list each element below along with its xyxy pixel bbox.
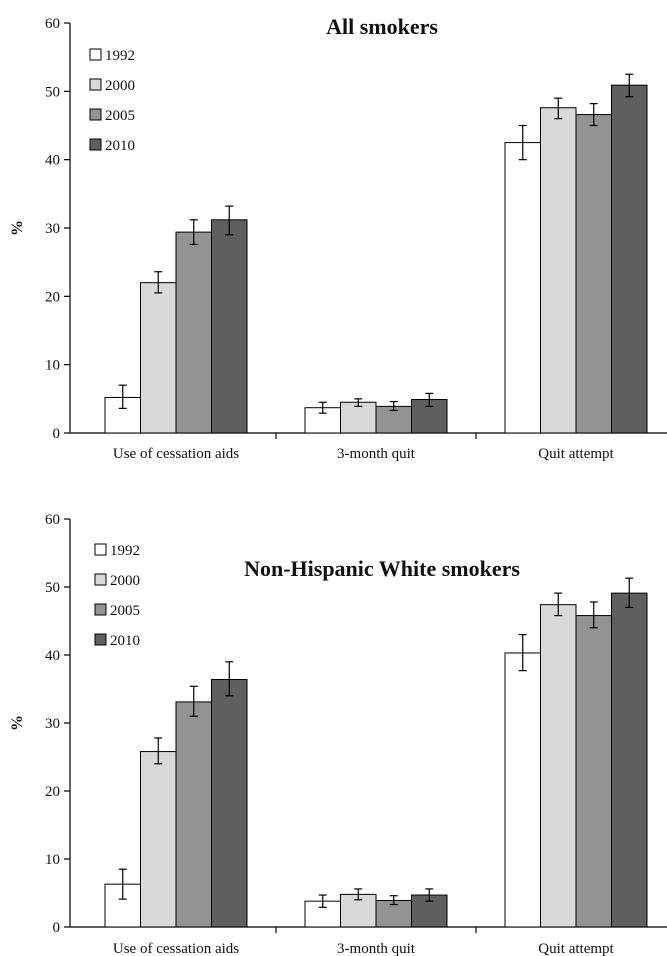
legend-label: 1992 xyxy=(110,543,140,559)
y-tick-label: 40 xyxy=(45,648,60,664)
legend-label: 2000 xyxy=(105,78,135,94)
chart-panel-1: All smokers% 0 10 20 30 40 50 60 Use of cessatio… xyxy=(9,14,667,462)
bar-2005-1 xyxy=(175,701,212,928)
legend-swatch xyxy=(94,603,107,616)
bar-2005-3 xyxy=(575,615,612,928)
y-tick-label: 20 xyxy=(45,784,60,800)
legend-swatch xyxy=(89,78,102,91)
x-category-label: Quit attempt xyxy=(538,941,614,956)
y-tick-label: 50 xyxy=(45,580,60,596)
y-axis-label: % xyxy=(9,220,26,236)
legend-label: 2000 xyxy=(110,573,140,589)
chart-title: All smokers xyxy=(326,14,438,39)
bar-2005-3 xyxy=(575,114,612,434)
y-tick-label: 0 xyxy=(53,920,61,936)
bar-2000-1 xyxy=(140,282,177,434)
bar-2010-3 xyxy=(611,592,648,928)
legend-label: 2005 xyxy=(110,603,140,619)
y-tick-label: 20 xyxy=(45,289,60,305)
legend-swatch xyxy=(89,108,102,121)
y-tick-label: 0 xyxy=(53,426,61,442)
bar-2000-2 xyxy=(340,401,377,434)
legend-label: 2010 xyxy=(110,633,140,649)
bar-2000-1 xyxy=(140,751,177,928)
chart-title: Non-Hispanic White smokers xyxy=(244,556,520,581)
legend-label: 1992 xyxy=(105,48,135,64)
y-tick-label: 40 xyxy=(45,153,60,169)
x-category-label: 3-month quit xyxy=(337,446,416,462)
x-category-label: Use of cessation aids xyxy=(113,446,239,462)
legend-label: 2005 xyxy=(105,108,135,124)
bar-1992-3 xyxy=(504,142,541,434)
y-tick-label: 30 xyxy=(45,716,60,732)
y-tick-label: 60 xyxy=(45,512,60,528)
x-category-label: Quit attempt xyxy=(538,446,614,462)
x-category-label: 3-month quit xyxy=(337,941,416,956)
bar-2000-3 xyxy=(540,107,577,434)
y-tick-label: 30 xyxy=(45,221,60,237)
bar-2000-3 xyxy=(540,604,577,928)
chart-panel-2: Non-Hispanic White smokers% 0 10 20 30 40 50 60… xyxy=(9,512,667,956)
legend-swatch xyxy=(94,573,107,586)
y-tick-label: 10 xyxy=(45,358,60,374)
y-tick-label: 60 xyxy=(45,16,60,32)
y-tick-label: 50 xyxy=(45,84,60,100)
legend-swatch xyxy=(94,543,107,556)
bar-2010-1 xyxy=(211,678,248,928)
legend-swatch xyxy=(94,633,107,646)
bar-1992-3 xyxy=(504,652,541,928)
legend: 1992 2000 2005 2010 xyxy=(94,543,140,649)
legend-swatch xyxy=(89,48,102,61)
bar-2010-1 xyxy=(211,219,248,434)
legend: 1992 2000 2005 2010 xyxy=(89,48,135,154)
legend-label: 2010 xyxy=(105,138,135,154)
bar-2005-1 xyxy=(175,231,212,434)
legend-swatch xyxy=(89,138,102,151)
x-category-label: Use of cessation aids xyxy=(113,941,239,956)
bar-2010-3 xyxy=(611,84,648,434)
y-axis-label: % xyxy=(9,715,26,731)
y-tick-label: 10 xyxy=(45,852,60,868)
